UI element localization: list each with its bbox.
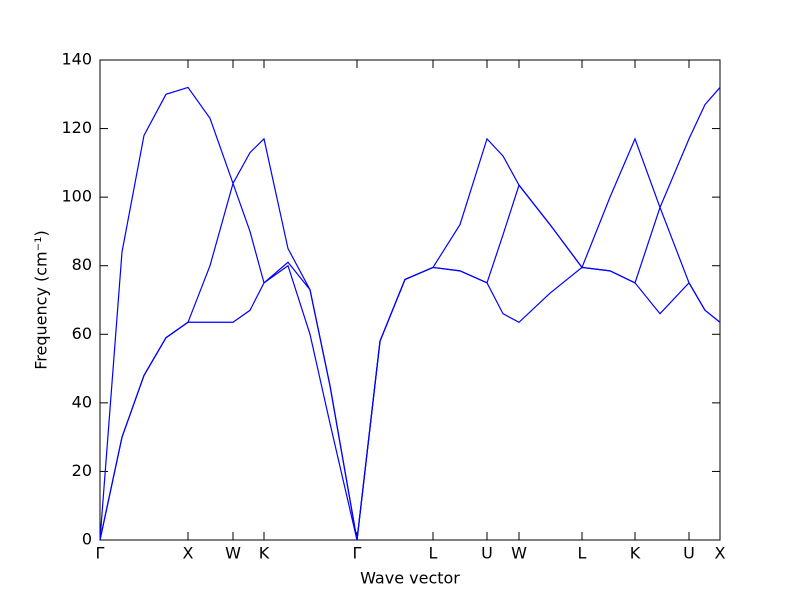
band-line bbox=[99, 86, 721, 541]
x-tick-label: L bbox=[578, 544, 587, 563]
x-tick-label: X bbox=[183, 544, 194, 563]
y-tick-label: 60 bbox=[72, 324, 92, 343]
band-line bbox=[99, 181, 721, 541]
y-tick-label: 120 bbox=[61, 118, 92, 137]
x-tick-label: Γ bbox=[353, 544, 362, 563]
x-tick-label: W bbox=[225, 544, 241, 563]
x-tick-label: W bbox=[511, 544, 527, 563]
x-tick-label: U bbox=[683, 544, 695, 563]
y-tick-label: 140 bbox=[61, 50, 92, 69]
y-tick-label: 20 bbox=[72, 461, 92, 480]
y-tick-label: 40 bbox=[72, 392, 92, 411]
x-tick-label: K bbox=[630, 544, 641, 563]
band-line bbox=[99, 264, 721, 541]
y-tick-label: 80 bbox=[72, 255, 92, 274]
x-tick-label: Γ bbox=[96, 544, 105, 563]
plot-frame bbox=[99, 59, 721, 541]
x-axis-label: Wave vector bbox=[360, 569, 460, 588]
x-tick-label: L bbox=[429, 544, 438, 563]
y-tick-label: 100 bbox=[61, 187, 92, 206]
x-tick-label: U bbox=[481, 544, 493, 563]
x-tick-label: X bbox=[715, 544, 726, 563]
y-tick-label: 0 bbox=[82, 530, 92, 549]
x-tick-label: K bbox=[259, 544, 270, 563]
y-axis-label: Frequency (cm⁻¹) bbox=[32, 230, 51, 369]
